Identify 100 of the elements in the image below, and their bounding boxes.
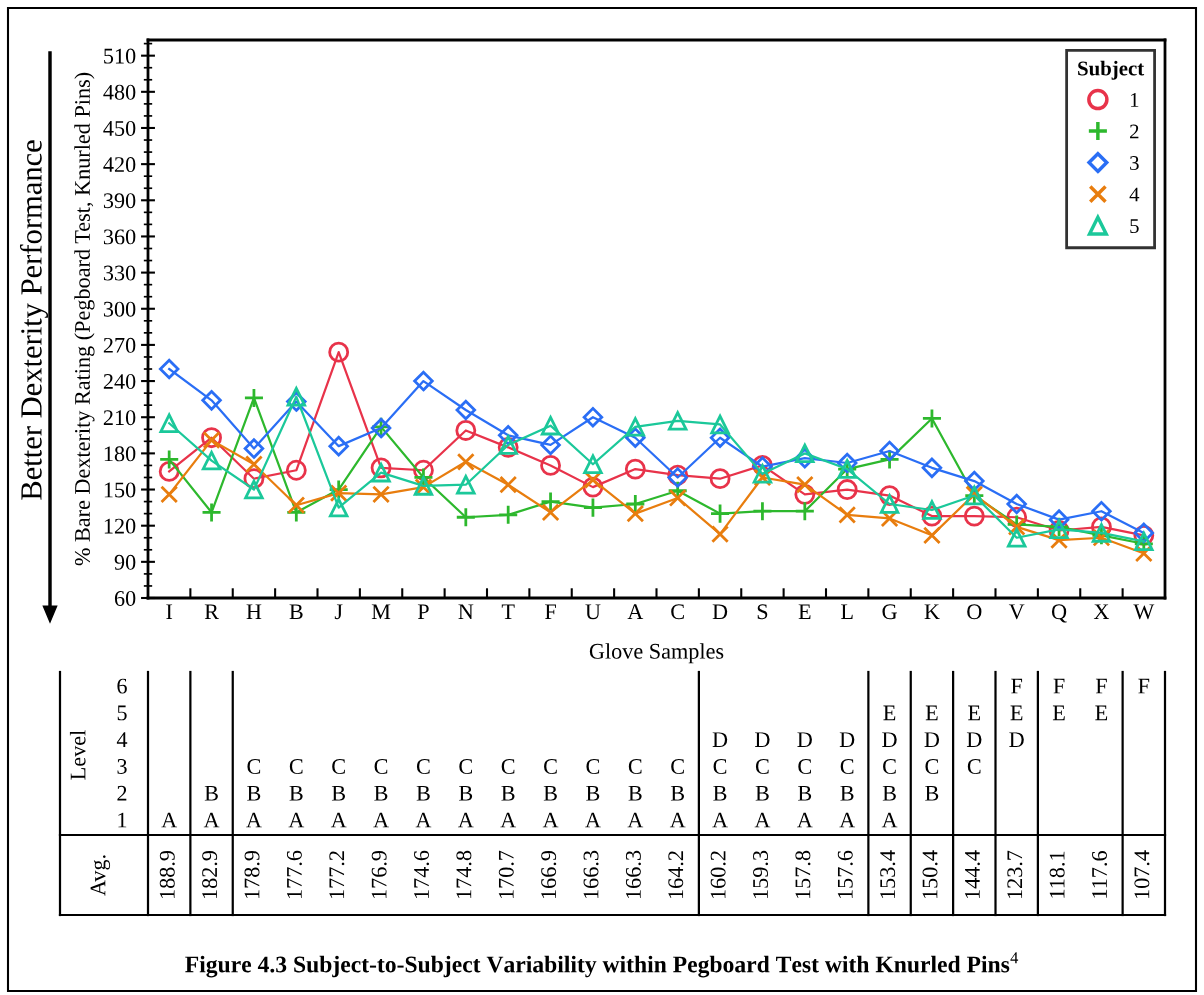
text: 164.2: [668, 851, 684, 899]
point: [285, 459, 307, 481]
point: [158, 358, 180, 380]
point: [497, 425, 519, 446]
point: [668, 488, 687, 507]
x-tick-label: B: [289, 604, 303, 620]
text: 157.8: [795, 850, 811, 899]
text: 118.1: [1049, 851, 1065, 898]
point: [158, 411, 179, 433]
text: 144.4: [964, 850, 980, 899]
point: [922, 500, 942, 520]
point: [626, 504, 645, 523]
text: 117.6: [1092, 851, 1108, 898]
text: 177.6: [286, 850, 302, 899]
y-tick-label: 510: [104, 48, 136, 64]
text: BA: [203, 785, 220, 828]
text: 170.7: [498, 850, 514, 899]
y-tick-label: 450: [103, 120, 136, 136]
text: 159.3: [753, 850, 769, 899]
point: [455, 399, 477, 421]
point: [667, 411, 688, 431]
point: [836, 479, 858, 500]
text: Avg.: [90, 855, 111, 896]
y-tick-label: 150: [104, 482, 136, 498]
x-tick-label: L: [841, 604, 853, 619]
point: [497, 504, 519, 526]
text: CBA: [458, 759, 474, 828]
text: Better Dexterity Performance: [19, 140, 49, 500]
point: [583, 454, 603, 474]
x-tick-label: V: [1008, 604, 1025, 620]
point: [922, 526, 941, 545]
x-tick-label: J: [334, 604, 343, 620]
x-axis-title: Glove Samples: [589, 643, 724, 664]
point: [963, 505, 985, 527]
y-tick-label: 60: [114, 590, 136, 606]
text: 174.8: [456, 850, 472, 899]
x-tick-label: X: [1093, 604, 1110, 619]
point: [455, 420, 477, 441]
text: 188.9: [159, 850, 175, 899]
text: A: [161, 812, 178, 828]
y-tick-label: 120: [104, 518, 136, 534]
x-tick-label: S: [757, 604, 768, 620]
text: 177.2: [329, 851, 345, 899]
x-tick-label: W: [1133, 604, 1155, 620]
text: DCBA: [754, 732, 771, 828]
y-axis-title: % Bare Dexterity Rating (Pegboard Test, Knurled Pins): [74, 72, 95, 566]
point: [625, 417, 646, 437]
x-tick-label: H: [246, 604, 262, 619]
point: [328, 497, 349, 518]
point: [709, 468, 731, 490]
y-tick-label: 330: [103, 265, 136, 281]
point: [456, 474, 476, 495]
text: CBA: [246, 759, 262, 828]
point: [328, 341, 350, 363]
point: [794, 500, 816, 522]
x-tick-label: U: [585, 604, 601, 620]
point: [499, 475, 518, 494]
point: [244, 455, 263, 474]
point: [838, 505, 857, 524]
text: 166.3: [583, 850, 599, 899]
x-tick-label: C: [671, 604, 684, 620]
point: [795, 443, 815, 464]
legend-label: 3: [1130, 156, 1139, 171]
legend-label: 1: [1130, 93, 1139, 107]
y-tick-label: 270: [103, 337, 136, 353]
text: CBA: [669, 759, 686, 828]
point: [711, 525, 730, 544]
text: FE: [1095, 678, 1108, 721]
text: CBA: [330, 759, 347, 828]
x-tick-label: R: [204, 604, 219, 619]
point: [372, 485, 391, 504]
point: [158, 448, 180, 470]
text: DCBA: [839, 732, 856, 828]
text: 150.4: [922, 850, 938, 899]
point: [540, 455, 561, 476]
y-tick-label: 90: [114, 554, 136, 570]
x-tick-label: E: [798, 604, 811, 619]
x-tick-label: O: [967, 604, 982, 620]
point: [1006, 493, 1027, 515]
text: 176.9: [371, 850, 387, 899]
point: [160, 485, 179, 504]
x-tick-label: N: [458, 604, 474, 619]
y-tick-label: 420: [103, 157, 136, 173]
point: [582, 406, 604, 428]
y-tick-label: 390: [103, 193, 136, 209]
x-tick-label: Q: [1051, 604, 1067, 623]
point: [244, 479, 264, 500]
y-tick-label: 240: [103, 374, 136, 389]
x-tick-label: G: [882, 604, 897, 620]
point: [752, 500, 773, 522]
point: [456, 452, 475, 471]
text: 5: [117, 705, 127, 721]
x-tick-label: M: [371, 604, 391, 619]
point: [879, 440, 900, 462]
text: 123.7: [1007, 850, 1023, 899]
point: [371, 462, 391, 483]
point: [921, 408, 943, 429]
point: [201, 390, 222, 411]
text: CBA: [627, 759, 644, 828]
y-tick-label: 300: [103, 301, 136, 317]
